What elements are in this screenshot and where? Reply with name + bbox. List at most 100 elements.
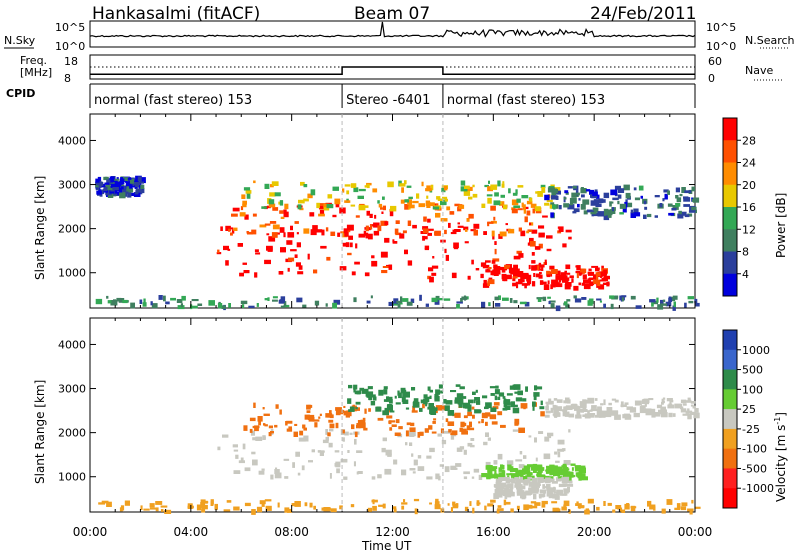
heatmap-cell: [612, 207, 614, 212]
heatmap-cell: [456, 304, 460, 309]
heatmap-cell: [473, 229, 478, 236]
heatmap-cell: [668, 403, 673, 407]
heatmap-cell: [486, 473, 493, 479]
heatmap-cell: [347, 450, 350, 453]
heatmap-cell: [513, 205, 521, 208]
heatmap-cell: [491, 468, 497, 472]
heatmap-cell: [404, 249, 408, 255]
heatmap-cell: [399, 183, 406, 187]
heatmap-cell: [494, 192, 499, 197]
heatmap-cell: [128, 181, 132, 187]
heatmap-cell: [294, 423, 298, 426]
heatmap-cell: [377, 200, 380, 204]
heatmap-cell: [538, 225, 545, 229]
heatmap-cell: [481, 301, 486, 308]
heatmap-cell: [371, 255, 375, 259]
heatmap-cell: [323, 203, 329, 208]
heatmap-cell: [630, 505, 636, 512]
heatmap-cell: [546, 248, 552, 252]
heatmap-cell: [361, 388, 369, 394]
power-colorbar-cell: [723, 251, 737, 275]
heatmap-cell: [364, 185, 368, 188]
heatmap-cell: [648, 408, 656, 414]
heatmap-cell: [358, 188, 366, 192]
heatmap-cell: [372, 188, 378, 193]
heatmap-cell: [438, 384, 443, 389]
nsky-panel: [89, 20, 696, 48]
heatmap-cell: [526, 230, 530, 234]
velocity-colorbar-tick-label: -100: [742, 443, 767, 456]
heatmap-cell: [424, 245, 430, 249]
heatmap-cell: [596, 506, 600, 511]
heatmap-cell: [411, 453, 414, 457]
heatmap-cell: [336, 468, 340, 474]
heatmap-cell: [512, 282, 518, 287]
heatmap-cell: [684, 302, 687, 308]
heatmap-cell: [634, 212, 641, 217]
heatmap-cell: [220, 226, 223, 231]
heatmap-cell: [568, 509, 571, 514]
heatmap-cell: [599, 300, 602, 303]
heatmap-cell: [263, 436, 266, 440]
heatmap-cell: [550, 407, 554, 413]
heatmap-cell: [651, 302, 654, 307]
heatmap-cell: [594, 275, 599, 282]
heatmap-cell: [447, 410, 455, 416]
nsky-tick-high: 10^5: [55, 21, 85, 34]
heatmap-cell: [458, 404, 463, 408]
heatmap-cell: [578, 198, 581, 201]
heatmap-cell: [253, 180, 256, 184]
heatmap-cell: [503, 484, 510, 487]
heatmap-cell: [467, 442, 473, 447]
heatmap-cell: [534, 385, 538, 391]
heatmap-cell: [221, 305, 226, 309]
heatmap-cell: [567, 204, 575, 210]
heatmap-cell: [573, 208, 580, 213]
heatmap-cell: [546, 270, 551, 276]
heatmap-cell: [537, 298, 542, 302]
heatmap-cell: [345, 229, 351, 233]
heatmap-cell: [337, 232, 341, 237]
heatmap-cell: [389, 410, 395, 413]
heatmap-cell: [350, 204, 356, 207]
heatmap-cell: [181, 295, 186, 301]
heatmap-cell: [217, 249, 220, 254]
heatmap-cell: [539, 280, 544, 285]
heatmap-cell: [590, 211, 597, 215]
heatmap-cell: [694, 298, 698, 304]
heatmap-cell: [580, 402, 585, 409]
heatmap-cell: [268, 432, 272, 437]
heatmap-cell: [327, 432, 331, 437]
heatmap-cell: [434, 394, 439, 400]
heatmap-cell: [609, 201, 612, 207]
heatmap-cell: [606, 407, 613, 413]
heatmap-cell: [309, 212, 315, 217]
heatmap-cell: [487, 503, 494, 507]
heatmap-cell: [661, 508, 666, 514]
heatmap-cell: [590, 194, 593, 198]
heatmap-cell: [527, 242, 532, 246]
power-colorbar-tick-label: 20: [742, 179, 756, 192]
heatmap-cell: [319, 210, 325, 215]
heatmap-cell: [549, 469, 553, 476]
heatmap-cell: [562, 483, 568, 487]
heatmap-cell: [493, 484, 501, 488]
heatmap-cell: [287, 232, 295, 238]
heatmap-cell: [498, 477, 506, 481]
heatmap-cell: [351, 271, 356, 276]
heatmap-cell: [352, 404, 355, 408]
cpid-label: CPID: [6, 87, 35, 100]
heatmap-cell: [493, 200, 501, 206]
heatmap-cell: [457, 225, 464, 228]
x-tick-label: 16:00: [476, 525, 511, 539]
heatmap-cell: [576, 272, 579, 279]
heatmap-cell: [372, 499, 375, 505]
heatmap-cell: [497, 396, 501, 400]
heatmap-cell: [544, 202, 550, 206]
heatmap-cell: [254, 272, 258, 278]
heatmap-cell: [691, 206, 697, 211]
heatmap-cell: [348, 409, 355, 412]
heatmap-cell: [346, 224, 354, 231]
heatmap-cell: [563, 488, 570, 493]
heatmap-cell: [620, 404, 627, 407]
